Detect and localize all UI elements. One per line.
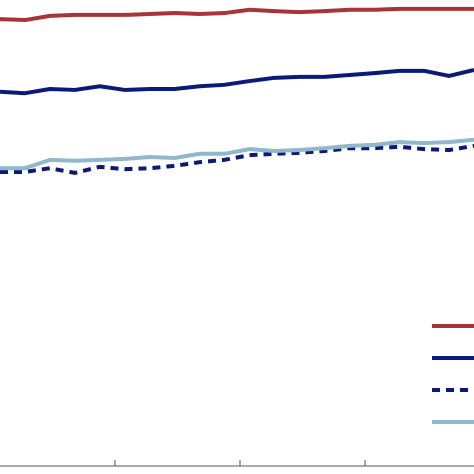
line-series <box>0 6 474 23</box>
line-series <box>0 143 474 175</box>
line-series <box>0 137 474 171</box>
line-series <box>0 67 474 96</box>
